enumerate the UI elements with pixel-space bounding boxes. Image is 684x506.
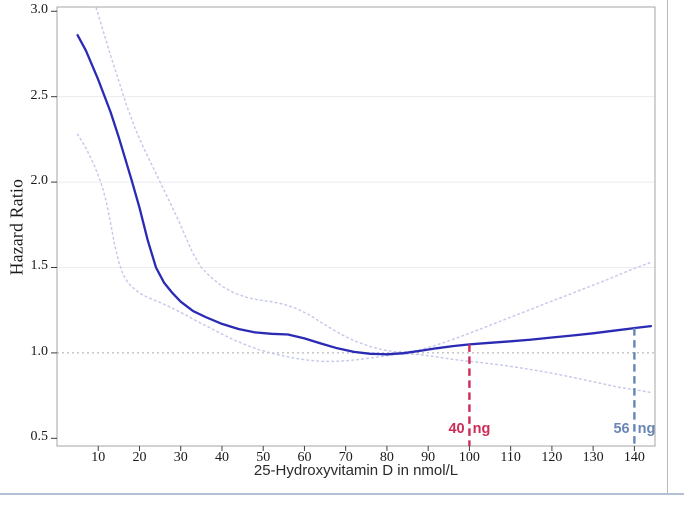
marker-label-56ng: 56 ng [613, 421, 655, 437]
x-axis-title: 25-Hydroxyvitamin D in nmol/L [253, 462, 459, 479]
x-tick-label: 10 [91, 450, 106, 465]
y-tick-label: 2.5 [30, 87, 49, 103]
x-tick-label: 60 [297, 450, 312, 465]
series-hazard-ratio-spline [76, 34, 653, 356]
x-tick-label: 20 [132, 450, 147, 465]
y-tick-label: 1.5 [30, 258, 49, 274]
x-tick-label: 140 [623, 450, 645, 465]
figure-right-border [667, 0, 668, 494]
x-tick-label: 70 [338, 450, 353, 465]
y-tick-label: 1.0 [30, 343, 49, 359]
marker-label-value: 56 [613, 421, 630, 437]
x-tick-label: 100 [458, 450, 480, 465]
x-tick-label: 130 [582, 450, 604, 465]
x-tick-label: 80 [379, 450, 394, 465]
x-tick-label: 120 [541, 450, 563, 465]
x-tick-label: 110 [500, 450, 521, 465]
x-tick-label: 40 [214, 450, 229, 465]
marker-label-40ng: 40 ng [448, 421, 490, 437]
x-tick-label: 90 [421, 450, 436, 465]
series-upper-95pct-ci [95, 7, 652, 353]
marker-label-value: 40 [448, 421, 465, 437]
y-tick-label: 3.0 [30, 2, 49, 18]
y-tick-label: 2.0 [30, 173, 49, 189]
plot-frame [56, 6, 656, 447]
marker-label-unit: ng [472, 421, 491, 437]
x-tick-label: 30 [173, 450, 188, 465]
y-tick-label: 0.5 [30, 429, 49, 445]
figure-bottom-border [0, 493, 684, 495]
x-tick-label: 50 [256, 450, 271, 465]
series-lower-95pct-ci [76, 133, 652, 394]
marker-label-unit: ng [637, 421, 656, 437]
